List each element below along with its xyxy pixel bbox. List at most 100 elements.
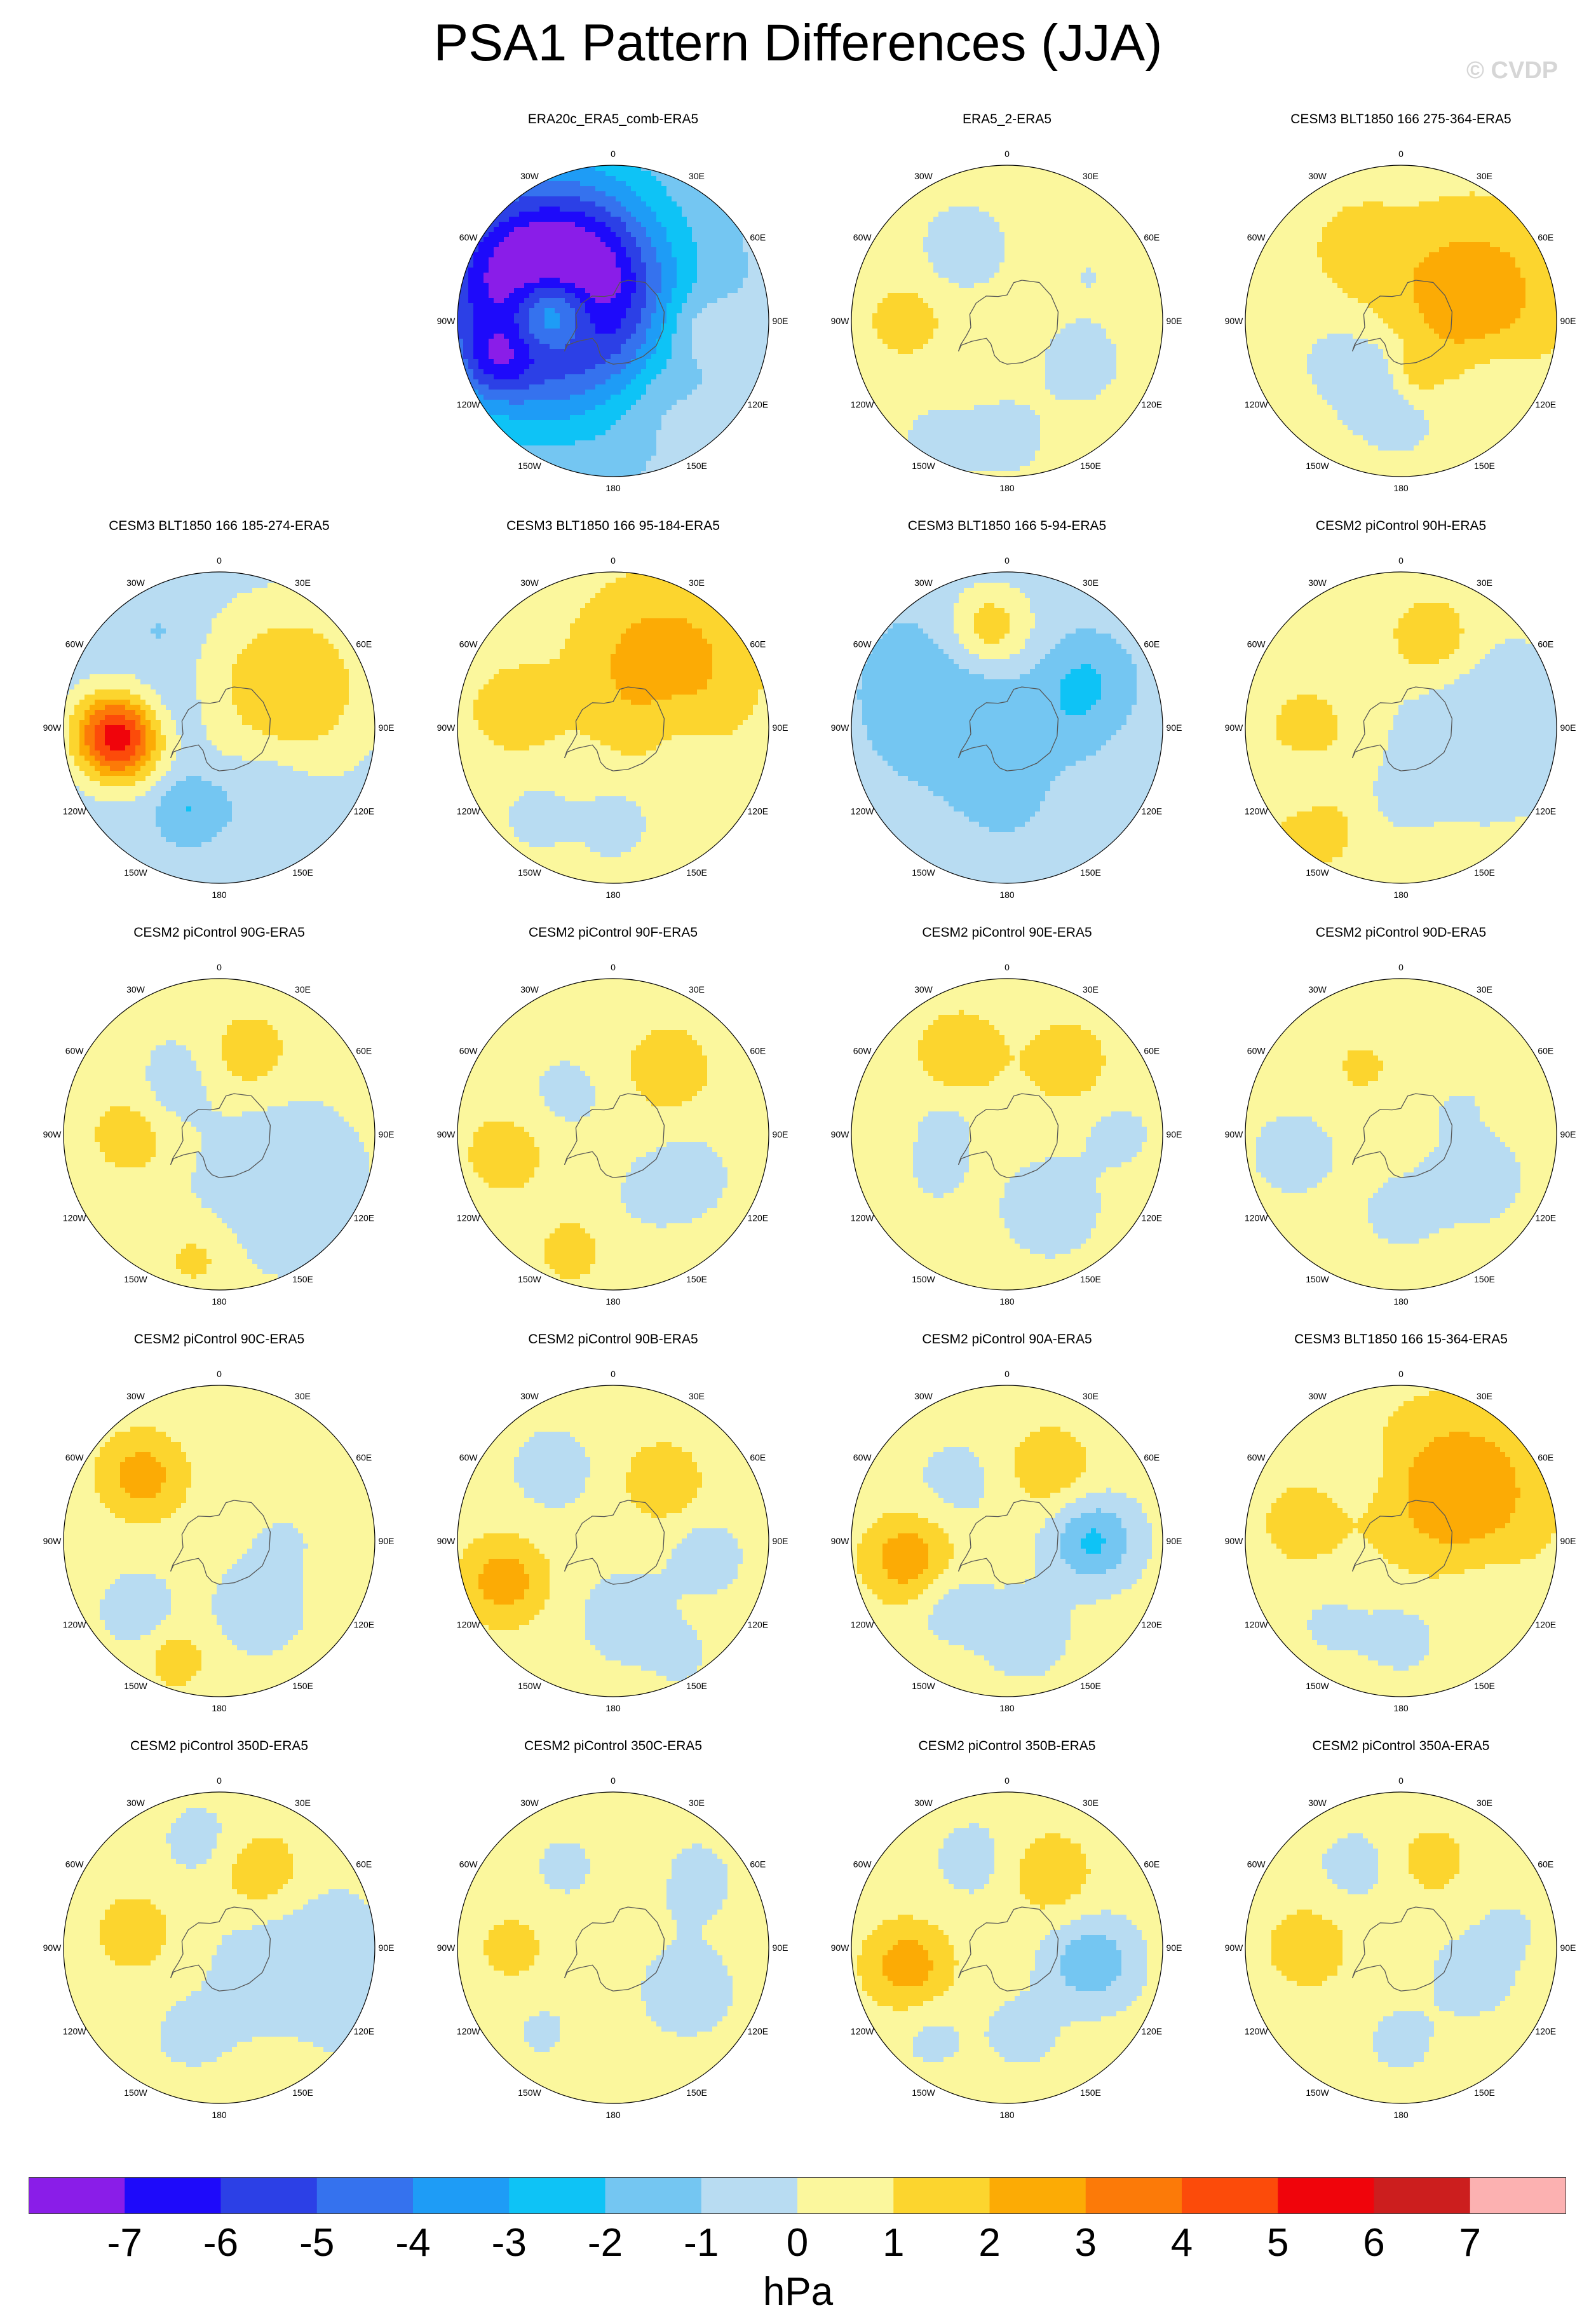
- longitude-label: 30W: [126, 984, 145, 995]
- longitude-label: 90W: [831, 723, 850, 733]
- map-panel: CESM2 piControl 90D-ERA5 0 30E 60E 90E 120E 15…: [1210, 925, 1592, 1319]
- colorbar-swatch: [893, 2177, 990, 2214]
- longitude-label: 120W: [63, 806, 86, 817]
- longitude-label: 0: [217, 1369, 222, 1379]
- longitude-label: 150E: [1080, 867, 1101, 878]
- longitude-label: 30E: [295, 578, 311, 588]
- longitude-label: 180: [999, 1296, 1015, 1307]
- longitude-label: 90W: [1225, 316, 1244, 326]
- longitude-label: 120W: [457, 806, 480, 817]
- colorbar-swatch: [509, 2177, 605, 2214]
- longitude-label: 90E: [1560, 723, 1576, 733]
- contour-field: [847, 161, 1167, 481]
- longitude-label: 150E: [1474, 1274, 1495, 1284]
- panel-title: CESM2 piControl 350A-ERA5: [1210, 1738, 1592, 1755]
- longitude-label: 90E: [1560, 1943, 1576, 1953]
- longitude-label: 120E: [747, 400, 768, 410]
- longitude-label: 30E: [1083, 1798, 1099, 1808]
- longitude-label: 150W: [1306, 867, 1329, 878]
- longitude-label: 60E: [1144, 1046, 1160, 1056]
- map-panel: CESM2 piControl 90G-ERA5 0 30E 60E 90E 120E 15…: [29, 925, 410, 1319]
- contour-field: [59, 1381, 379, 1701]
- panel-title: ERA5_2-ERA5: [816, 111, 1198, 128]
- longitude-label: 120E: [1535, 1620, 1556, 1630]
- longitude-label: 30W: [520, 578, 539, 588]
- longitude-label: 180: [212, 1703, 227, 1713]
- page-title: PSA1 Pattern Differences (JJA): [0, 11, 1596, 75]
- longitude-label: 60W: [1247, 1453, 1266, 1463]
- longitude-label: 120W: [1245, 2026, 1268, 2037]
- longitude-label: 120E: [1535, 1213, 1556, 1223]
- longitude-label: 60W: [459, 1859, 478, 1870]
- longitude-label: 120W: [851, 2026, 874, 2037]
- longitude-label: 150W: [912, 1681, 935, 1691]
- longitude-label: 30W: [126, 1391, 145, 1401]
- panel-title: CESM2 piControl 90A-ERA5: [816, 1331, 1198, 1348]
- longitude-label: 0: [217, 962, 222, 972]
- longitude-label: 120E: [1141, 400, 1162, 410]
- longitude-label: 120E: [1141, 2026, 1162, 2037]
- longitude-label: 30E: [1083, 984, 1099, 995]
- longitude-label: 30E: [689, 171, 705, 181]
- map-panel: CESM2 piControl 90F-ERA5 0 30E 60E 90E 120E 15…: [423, 925, 804, 1319]
- longitude-label: 60W: [65, 639, 85, 649]
- longitude-label: 180: [605, 1296, 621, 1307]
- longitude-label: 120E: [747, 1213, 768, 1223]
- longitude-label: 90E: [1560, 316, 1576, 326]
- longitude-label: 30E: [1477, 1798, 1492, 1808]
- panel-title: ERA20c_ERA5_comb-ERA5: [423, 111, 804, 128]
- longitude-label: 150E: [686, 1681, 707, 1691]
- longitude-label: 30W: [914, 578, 933, 588]
- longitude-label: 90W: [1225, 1943, 1244, 1953]
- longitude-label: 30E: [1477, 171, 1492, 181]
- contour-field: [59, 974, 379, 1294]
- longitude-label: 90W: [43, 1129, 62, 1139]
- longitude-label: 90W: [831, 1129, 850, 1139]
- longitude-label: 150W: [124, 867, 147, 878]
- longitude-label: 150W: [518, 867, 541, 878]
- longitude-label: 30W: [914, 1798, 933, 1808]
- longitude-label: 30W: [914, 171, 933, 181]
- longitude-label: 120W: [851, 806, 874, 817]
- longitude-label: 150E: [686, 461, 707, 471]
- longitude-label: 120W: [457, 1213, 480, 1223]
- panel-title: CESM3 BLT1850 166 5-94-ERA5: [816, 518, 1198, 534]
- colorbar-tick-label: 7: [1438, 2221, 1502, 2265]
- longitude-label: 60W: [1247, 233, 1266, 243]
- contour-field: [453, 974, 773, 1294]
- longitude-label: 150W: [912, 461, 935, 471]
- longitude-label: 60W: [1247, 1859, 1266, 1870]
- longitude-label: 90W: [1225, 723, 1244, 733]
- longitude-label: 120E: [353, 1213, 374, 1223]
- longitude-label: 0: [1004, 555, 1010, 566]
- map-panel: CESM2 piControl 90B-ERA5 0 30E 60E 90E 120E 15…: [423, 1331, 804, 1725]
- colorbar-swatch: [1470, 2177, 1566, 2214]
- longitude-label: 90W: [831, 1536, 850, 1546]
- map-panel: CESM2 piControl 90A-ERA5 0 30E 60E 90E 120E 15…: [816, 1331, 1198, 1725]
- longitude-label: 30E: [689, 578, 705, 588]
- longitude-label: 60E: [1538, 1453, 1553, 1463]
- longitude-label: 30W: [1308, 984, 1327, 995]
- colorbar-tick-label: 2: [958, 2221, 1022, 2265]
- panel-title: CESM2 piControl 350B-ERA5: [816, 1738, 1198, 1755]
- longitude-label: 30E: [295, 1391, 311, 1401]
- colorbar-tick-label: 5: [1246, 2221, 1309, 2265]
- longitude-label: 60E: [1538, 1859, 1553, 1870]
- longitude-label: 90E: [1167, 1129, 1182, 1139]
- longitude-label: 150E: [1474, 1681, 1495, 1691]
- longitude-label: 180: [212, 2110, 227, 2120]
- longitude-label: 120W: [457, 400, 480, 410]
- longitude-label: 90W: [43, 1536, 62, 1546]
- colorbar-tick-label: -7: [93, 2221, 156, 2265]
- panel-title: CESM2 piControl 90C-ERA5: [29, 1331, 410, 1348]
- longitude-label: 30W: [520, 1391, 539, 1401]
- colorbar-swatch: [125, 2177, 221, 2214]
- longitude-label: 120W: [1245, 1620, 1268, 1630]
- longitude-label: 180: [999, 2110, 1015, 2120]
- longitude-label: 30E: [1083, 578, 1099, 588]
